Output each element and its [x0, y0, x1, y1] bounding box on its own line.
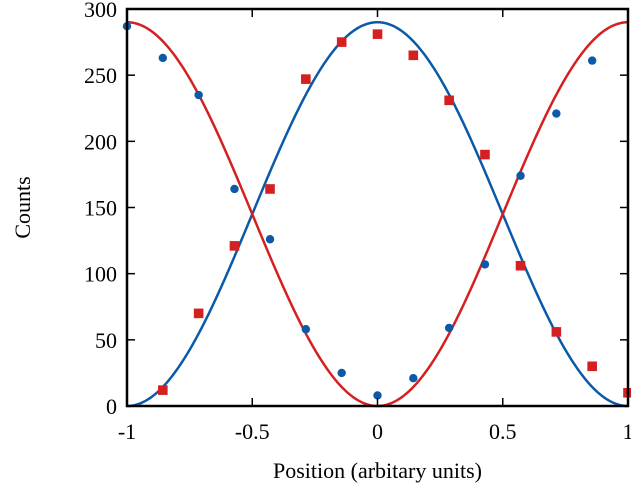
point-series-2-4 — [265, 184, 275, 194]
point-series-1-10 — [444, 323, 454, 333]
y-tick-label: 150 — [84, 196, 117, 221]
point-series-1-3 — [194, 90, 203, 100]
y-tick-label: 300 — [84, 0, 117, 22]
x-axis-title: Position (arbitary units) — [273, 458, 482, 483]
point-series-2-6 — [336, 37, 347, 47]
x-tick-label: 1 — [623, 419, 631, 444]
y-axis-title: Counts — [10, 176, 35, 238]
axis-ticks — [126, 8, 629, 407]
x-tick-label: -0.5 — [235, 419, 270, 444]
fit-curve-series-2 — [126, 20, 629, 408]
y-tick-labels: 0 50 100 150 200 250 300 — [84, 0, 117, 419]
point-series-1-6 — [301, 325, 311, 334]
y-tick-label: 200 — [84, 129, 117, 154]
x-tick-labels: -1 -0.5 0 0.5 1 — [118, 419, 631, 444]
point-series-1-13 — [552, 109, 561, 118]
point-series-1-4 — [230, 184, 239, 194]
point-series-1-5 — [265, 235, 275, 244]
point-series-2-9 — [444, 95, 454, 106]
point-series-1-2 — [158, 53, 168, 63]
data-points — [122, 22, 631, 400]
point-series-2-10 — [480, 149, 490, 160]
point-series-2-3 — [229, 241, 240, 251]
point-series-2-7 — [372, 29, 383, 39]
point-series-2-11 — [515, 260, 526, 271]
fit-curve-series-1 — [126, 20, 629, 408]
point-series-2-12 — [551, 327, 562, 337]
point-series-2-2 — [193, 308, 204, 319]
point-series-2-13 — [587, 361, 597, 372]
point-series-1-9 — [409, 374, 418, 383]
x-tick-label: 0 — [372, 419, 383, 444]
fit-curves — [126, 20, 629, 408]
point-series-1-14 — [587, 56, 597, 65]
point-series-1-7 — [337, 368, 346, 378]
y-tick-label: 0 — [106, 394, 117, 419]
x-tick-label: -1 — [118, 419, 136, 444]
point-series-2-1 — [158, 385, 168, 395]
point-series-2-8 — [408, 50, 419, 61]
y-tick-label: 100 — [84, 262, 117, 287]
x-tick-label: 0.5 — [489, 419, 517, 444]
point-series-1-11 — [480, 260, 490, 269]
point-series-1-12 — [516, 171, 525, 180]
y-tick-label: 50 — [95, 328, 117, 353]
plot-frame — [125, 7, 630, 408]
y-tick-label: 250 — [84, 63, 117, 88]
point-series-2-5 — [301, 74, 311, 84]
point-series-1-8 — [373, 391, 382, 400]
